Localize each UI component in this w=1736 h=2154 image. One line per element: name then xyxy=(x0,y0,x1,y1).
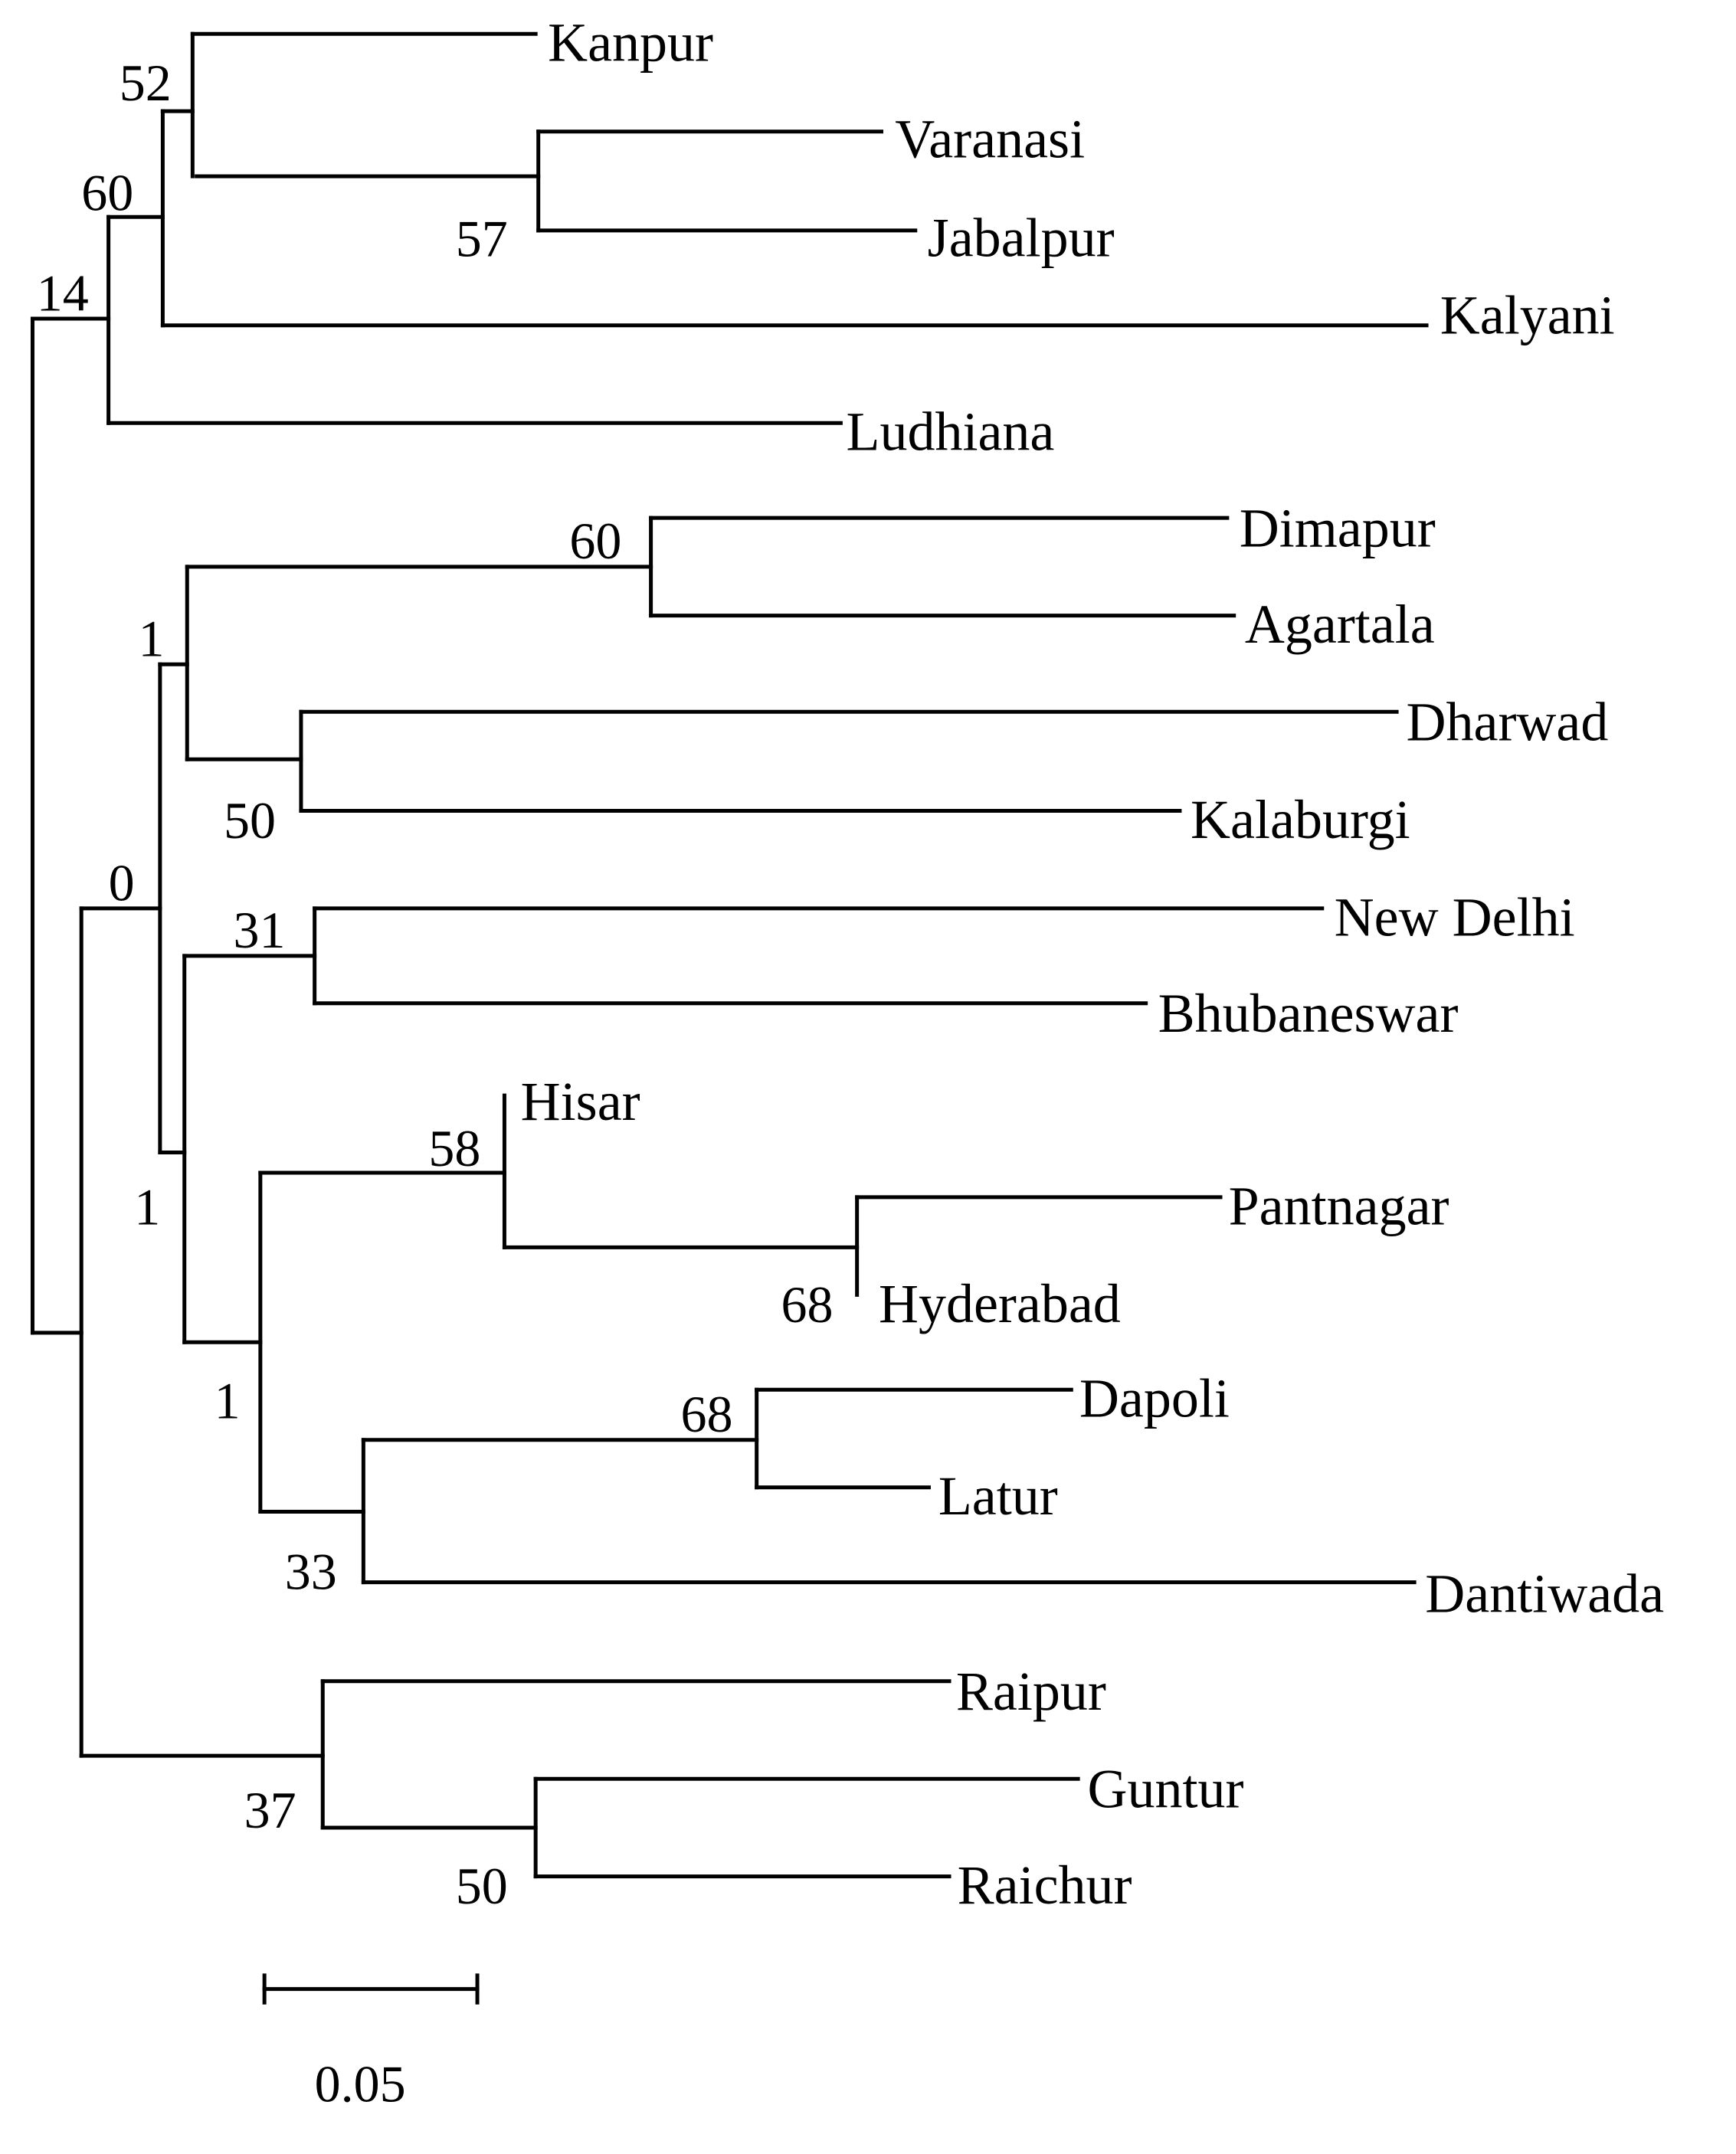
leaf-label-latur: Latur xyxy=(938,1465,1058,1527)
support-value-n-hisar-group: 58 xyxy=(428,1119,480,1177)
leaf-label-kanpur: Kanpur xyxy=(548,12,713,74)
support-value-n-pantnagar-hyderabad: 68 xyxy=(781,1275,834,1334)
leaf-label-jabalpur: Jabalpur xyxy=(928,208,1115,269)
leaf-label-pantnagar: Pantnagar xyxy=(1229,1175,1449,1236)
leaf-label-hyderabad: Hyderabad xyxy=(879,1273,1121,1334)
leaf-label-raichur: Raichur xyxy=(958,1854,1132,1916)
leaf-label-dantiwada: Dantiwada xyxy=(1425,1563,1664,1625)
support-value-n-dimapur-agartala: 60 xyxy=(569,512,621,570)
support-value-n-central-a: 1 xyxy=(134,1177,160,1236)
leaf-label-dapoli: Dapoli xyxy=(1079,1368,1230,1429)
leaf-label-varanasi: Varanasi xyxy=(895,108,1085,169)
support-value-n-dharwad-kalaburgi: 50 xyxy=(224,791,276,849)
leaf-label-agartala: Agartala xyxy=(1245,594,1435,655)
leaf-label-hisar: Hisar xyxy=(521,1071,640,1132)
leaf-label-kalyani: Kalyani xyxy=(1440,284,1615,345)
scale-bar-label: 0.05 xyxy=(315,2055,406,2113)
support-value-n-varanasi-jabalpur: 57 xyxy=(456,210,508,268)
support-value-n-newdelhi-bhubaneswar: 31 xyxy=(233,901,285,959)
leaf-label-bhubaneswar: Bhubaneswar xyxy=(1158,983,1459,1044)
support-value-n-ludhiana-group: 14 xyxy=(37,264,89,322)
support-value-n-kalyani-group: 60 xyxy=(81,163,133,221)
support-value-n-second-clade: 0 xyxy=(109,853,135,912)
leaf-label-dharwad: Dharwad xyxy=(1406,691,1608,752)
support-value-n-raipur-group: 37 xyxy=(244,1781,296,1839)
leaf-label-new-delhi: New Delhi xyxy=(1335,886,1575,948)
support-value-n-kanpur-varanasi-jabalpur: 52 xyxy=(120,54,172,112)
support-value-n-dapoli-latur: 68 xyxy=(681,1385,733,1443)
support-value-n-central-b: 1 xyxy=(215,1371,241,1429)
leaf-label-raipur: Raipur xyxy=(956,1661,1106,1722)
support-value-n-guntur-raichur: 50 xyxy=(456,1857,508,1915)
leaf-label-dimapur: Dimapur xyxy=(1240,497,1436,558)
leaf-label-kalaburgi: Kalaburgi xyxy=(1191,789,1410,850)
support-value-n-dantiwada-group: 33 xyxy=(285,1542,337,1600)
leaf-label-ludhiana: Ludhiana xyxy=(846,401,1054,463)
leaf-label-guntur: Guntur xyxy=(1088,1758,1244,1819)
support-value-n-northeast-south: 1 xyxy=(139,610,165,668)
